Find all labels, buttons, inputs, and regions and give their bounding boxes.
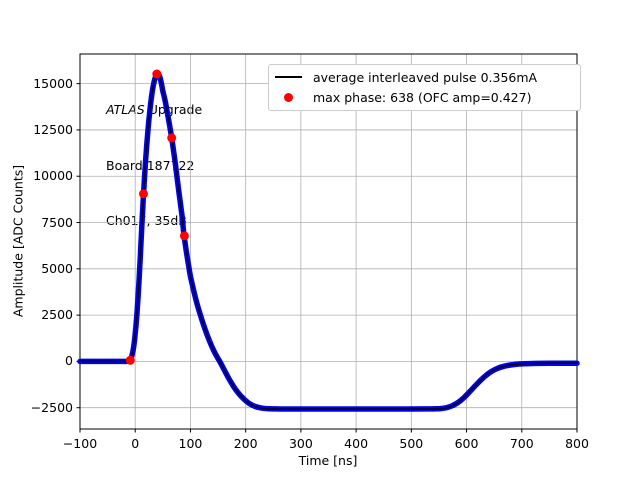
x-tick-label: 500 [399, 436, 424, 451]
annotation-upgrade: Upgrade [144, 102, 203, 117]
legend-handle [275, 92, 302, 102]
y-tick-label: 10000 [33, 168, 73, 184]
y-tick-label: 5000 [41, 260, 73, 276]
y-tick-label: 0 [65, 353, 73, 369]
red-dot-icon [284, 92, 293, 102]
x-tick-label: 0 [131, 436, 140, 451]
legend-entry-max-phase: max phase: 638 (OFC amp=0.427) [275, 87, 574, 107]
legend-entry-average-pulse: average interleaved pulse 0.356mA [275, 67, 574, 87]
x-tick-label: 600 [454, 436, 479, 451]
x-tick-label: −100 [62, 436, 98, 451]
x-tick-label: 300 [288, 436, 313, 451]
annotation-line-2: Board 187722 [106, 157, 195, 173]
y-tick-label: 2500 [41, 307, 73, 323]
y-tick-label: −2500 [30, 399, 73, 415]
x-tick-label: 800 [565, 436, 589, 451]
line-sample-icon [275, 76, 302, 78]
legend-label: max phase: 638 (OFC amp=0.427) [313, 89, 532, 105]
y-tick-label: 12500 [33, 121, 73, 137]
y-tick-label: 15000 [33, 75, 73, 91]
legend-box: average interleaved pulse 0.356mA max ph… [268, 64, 581, 111]
x-tick-label: 200 [233, 436, 258, 451]
plot-annotation: ATLAS Upgrade Board 187722 Ch017, 35dB [106, 64, 202, 268]
x-tick-label: 400 [344, 436, 369, 451]
y-tick-label: 7500 [41, 214, 73, 230]
x-axis-label: Time [ns] [298, 453, 358, 468]
x-tick-label: 100 [178, 436, 203, 451]
x-tick-label: 700 [509, 436, 534, 451]
legend-label: average interleaved pulse 0.356mA [313, 69, 538, 85]
legend-handle [275, 76, 302, 78]
